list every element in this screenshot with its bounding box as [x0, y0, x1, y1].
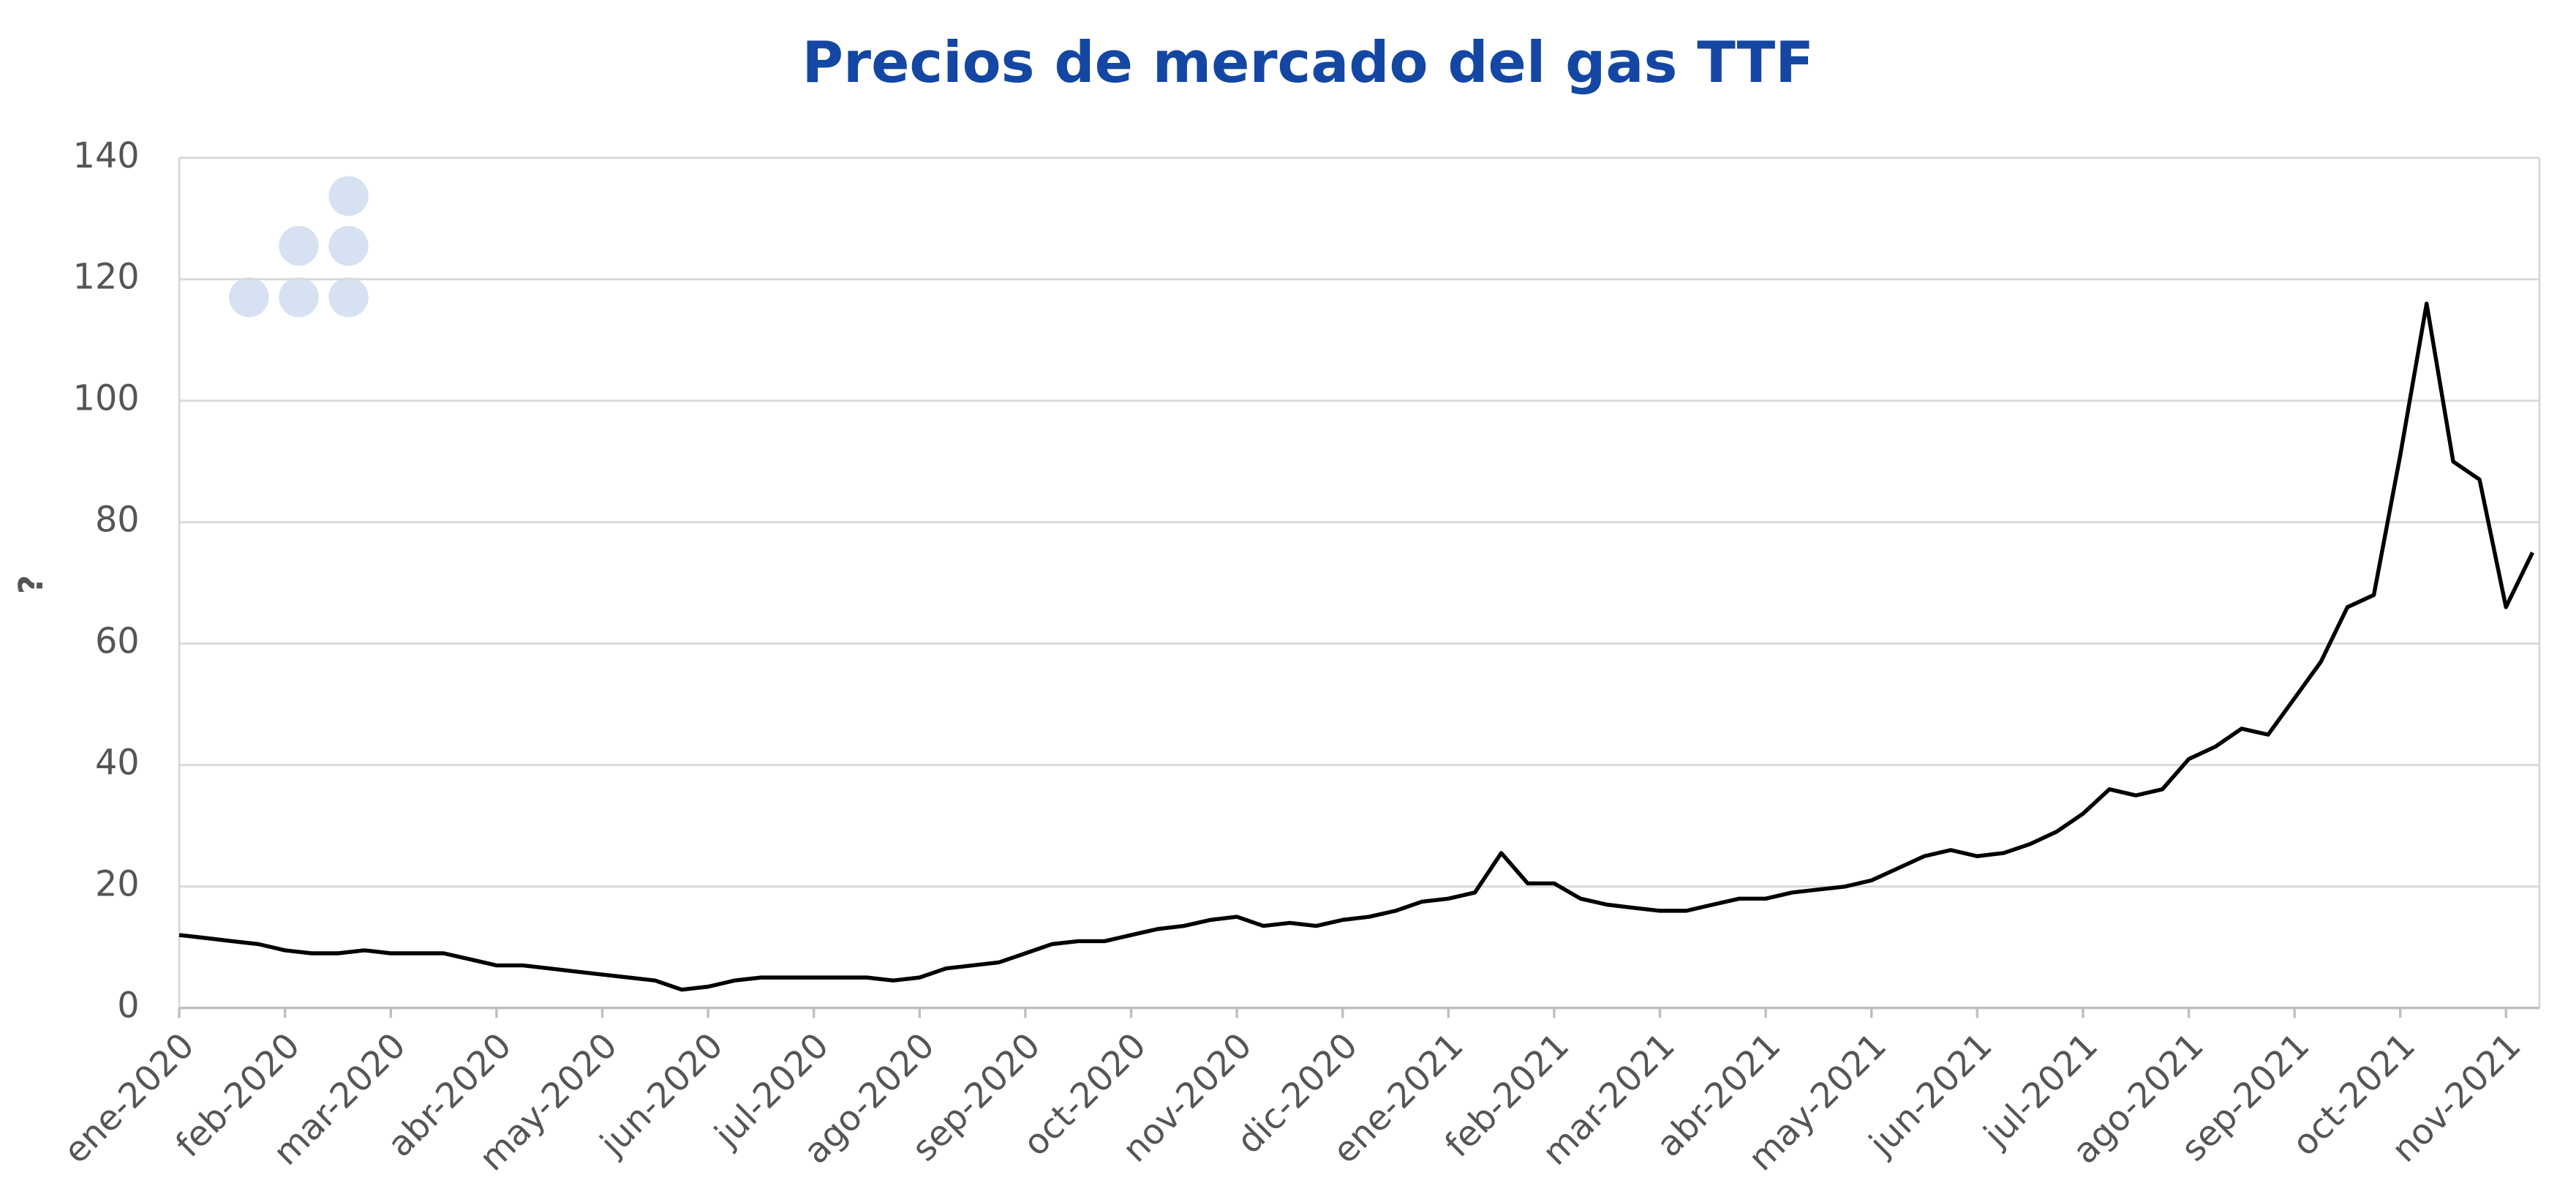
y-axis-label: ?: [12, 575, 50, 594]
y-tick-label: 80: [95, 500, 140, 541]
x-tick-label: ene-2020: [56, 1026, 203, 1172]
y-tick-label: 0: [117, 986, 139, 1026]
chart-title: Precios de mercado del gas TTF: [802, 30, 1814, 96]
price-line: [178, 301, 2534, 992]
y-tick-label: 100: [73, 379, 140, 419]
y-tick-label: 20: [95, 865, 140, 905]
logo-dots: [229, 176, 369, 318]
y-tick-label: 60: [95, 622, 140, 662]
y-tick-label: 120: [73, 258, 140, 298]
y-tick-label: 140: [73, 136, 140, 176]
y-tick-label: 40: [95, 743, 140, 784]
